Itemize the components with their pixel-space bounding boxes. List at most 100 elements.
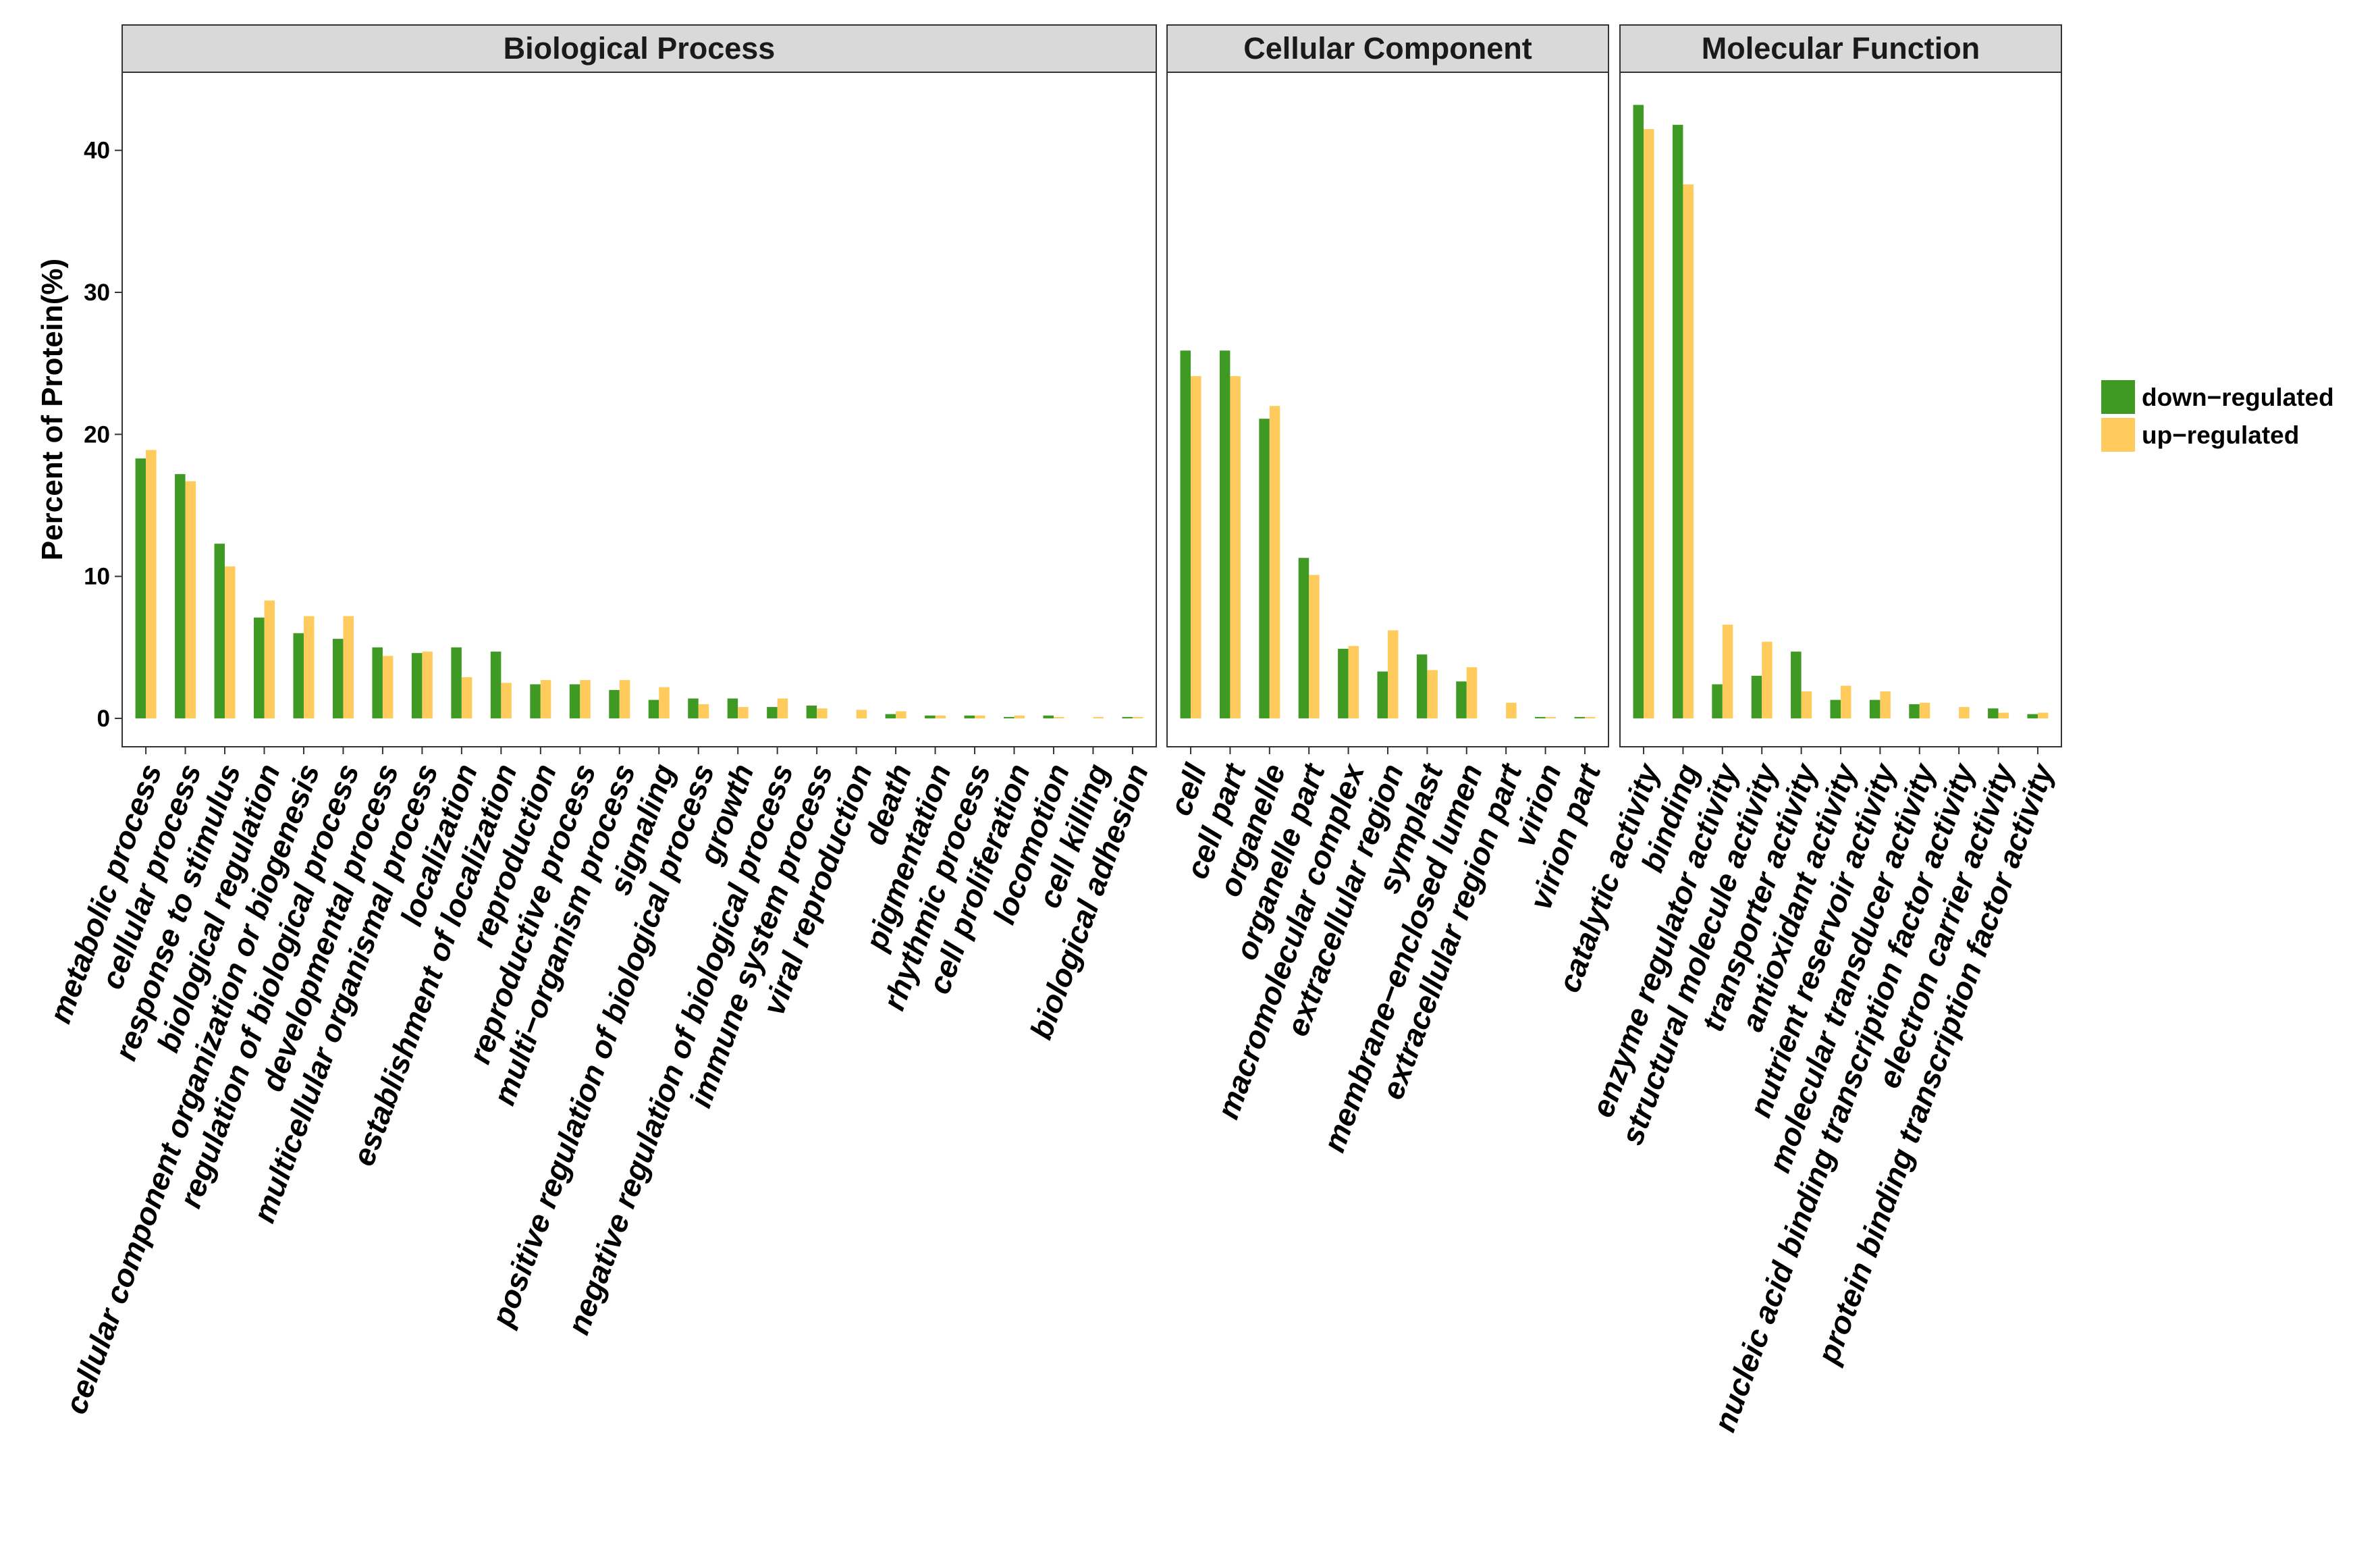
bar-up-pigmentation bbox=[935, 715, 946, 718]
bar-up-localization bbox=[461, 677, 472, 718]
legend-label-down-regulated: down−regulated bbox=[2142, 384, 2334, 411]
bar-up-negative-regulation-of-biological-process bbox=[777, 698, 788, 718]
bar-down-symplast bbox=[1416, 654, 1428, 718]
bar-down-virion bbox=[1535, 716, 1546, 718]
bar-up-reproductive-process bbox=[580, 680, 591, 718]
bar-up-virion bbox=[1545, 716, 1557, 718]
bar-up-cell-killing bbox=[1093, 716, 1104, 718]
panel-border bbox=[121, 72, 1157, 747]
bar-up-electron-carrier-activity bbox=[1998, 712, 2009, 718]
bar-down-cellular-component-organization-or-biogenesis bbox=[293, 633, 304, 718]
bar-down-localization bbox=[451, 647, 462, 718]
bar-up-biological-regulation bbox=[264, 600, 275, 718]
bar-down-nutrient-reservoir-activity bbox=[1869, 700, 1881, 718]
bar-down-response-to-stimulus bbox=[214, 544, 225, 718]
bar-down-growth bbox=[727, 698, 738, 718]
bar-up-metabolic-process bbox=[146, 450, 157, 718]
bar-up-cellular-process bbox=[185, 481, 196, 718]
bar-up-macromolecular-complex bbox=[1348, 645, 1359, 718]
bar-down-rhythmic-process bbox=[964, 715, 975, 718]
bar-down-binding bbox=[1672, 124, 1683, 718]
bar-up-structural-molecule-activity bbox=[1762, 641, 1773, 718]
bar-up-developmental-process bbox=[382, 656, 394, 718]
y-tick-label: 0 bbox=[97, 706, 110, 732]
bar-up-virion-part bbox=[1584, 716, 1596, 718]
bar-down-multicellular-organismal-process bbox=[411, 653, 423, 718]
y-tick-label: 40 bbox=[84, 138, 110, 164]
panel-strip bbox=[1166, 24, 1609, 73]
bar-up-transporter-activity bbox=[1801, 691, 1812, 718]
bar-down-molecular-transducer-activity bbox=[1909, 704, 1920, 718]
bar-up-establishment-of-localization bbox=[501, 683, 512, 718]
bar-up-binding bbox=[1683, 184, 1694, 718]
y-tick-label: 10 bbox=[84, 564, 110, 590]
bar-up-immune-system-process bbox=[817, 708, 828, 718]
bar-up-cell-part bbox=[1230, 376, 1241, 718]
bar-up-death bbox=[896, 711, 907, 718]
bar-down-structural-molecule-activity bbox=[1751, 675, 1762, 718]
bar-up-viral-reproduction bbox=[856, 710, 867, 718]
bar-down-death bbox=[885, 714, 896, 718]
bar-up-reproduction bbox=[540, 680, 551, 718]
bar-down-signaling bbox=[648, 700, 659, 718]
bar-up-molecular-transducer-activity bbox=[1919, 702, 1930, 718]
bar-down-negative-regulation-of-biological-process bbox=[767, 707, 778, 718]
bar-down-protein-binding-transcription-factor-activity bbox=[2027, 714, 2038, 718]
bar-up-positive-regulation-of-biological-process bbox=[698, 704, 709, 718]
bar-up-biological-adhesion bbox=[1132, 716, 1143, 718]
bar-up-extracellular-region bbox=[1388, 630, 1399, 718]
bar-up-organelle bbox=[1269, 406, 1280, 718]
bar-down-virion-part bbox=[1574, 716, 1585, 718]
y-tick-label: 30 bbox=[84, 280, 110, 306]
legend-label-up-regulated: up−regulated bbox=[2142, 421, 2299, 449]
bar-down-locomotion bbox=[1043, 715, 1054, 718]
bar-down-cellular-process bbox=[175, 474, 186, 718]
bar-down-reproductive-process bbox=[569, 684, 580, 718]
bar-up-nucleic-acid-binding-transcription-factor-activity bbox=[1959, 707, 1970, 718]
bar-down-organelle bbox=[1259, 419, 1270, 718]
bar-up-catalytic-activity bbox=[1644, 129, 1654, 718]
bar-down-electron-carrier-activity bbox=[1988, 708, 1999, 718]
bar-up-locomotion bbox=[1053, 716, 1064, 718]
bar-down-establishment-of-localization bbox=[490, 652, 502, 718]
bar-up-multicellular-organismal-process bbox=[422, 652, 433, 718]
bar-down-catalytic-activity bbox=[1633, 105, 1644, 718]
bar-down-biological-adhesion bbox=[1122, 716, 1133, 718]
bar-up-rhythmic-process bbox=[975, 715, 985, 718]
bar-up-cell bbox=[1191, 376, 1201, 718]
bar-up-membrane-enclosed-lumen bbox=[1466, 667, 1478, 718]
bar-up-enzyme-regulator-activity bbox=[1722, 625, 1733, 718]
bar-down-organelle-part bbox=[1298, 558, 1309, 718]
bar-up-antioxidant-activity bbox=[1841, 685, 1851, 718]
panel-title: Molecular Function bbox=[1702, 31, 1980, 65]
bar-down-regulation-of-biological-process bbox=[332, 639, 344, 718]
bar-down-reproduction bbox=[530, 684, 541, 718]
bar-up-extracellular-region-part bbox=[1506, 702, 1517, 718]
panel-title: Cellular Component bbox=[1243, 31, 1532, 65]
bar-down-biological-regulation bbox=[254, 617, 265, 718]
bar-down-multi-organism-process bbox=[609, 689, 620, 718]
legend: down−regulated up−regulated bbox=[2101, 380, 2334, 452]
bar-down-developmental-process bbox=[372, 647, 383, 718]
y-tick-label: 20 bbox=[84, 421, 110, 448]
bar-down-enzyme-regulator-activity bbox=[1712, 684, 1723, 718]
panel-strip bbox=[121, 24, 1157, 73]
bar-up-protein-binding-transcription-factor-activity bbox=[2037, 712, 2049, 718]
panel-border bbox=[1619, 72, 2062, 747]
bar-down-cell bbox=[1180, 350, 1191, 718]
bar-down-immune-system-process bbox=[806, 706, 817, 718]
legend-swatch-down-regulated bbox=[2101, 380, 2135, 414]
bar-up-growth bbox=[738, 707, 749, 718]
legend-swatch-up-regulated bbox=[2101, 418, 2135, 452]
bar-up-organelle-part bbox=[1309, 575, 1320, 718]
panel-strip bbox=[1619, 24, 2062, 73]
bar-down-transporter-activity bbox=[1791, 652, 1802, 718]
bar-down-positive-regulation-of-biological-process bbox=[688, 698, 699, 718]
bar-up-symplast bbox=[1427, 670, 1438, 718]
bar-down-pigmentation bbox=[925, 715, 936, 718]
